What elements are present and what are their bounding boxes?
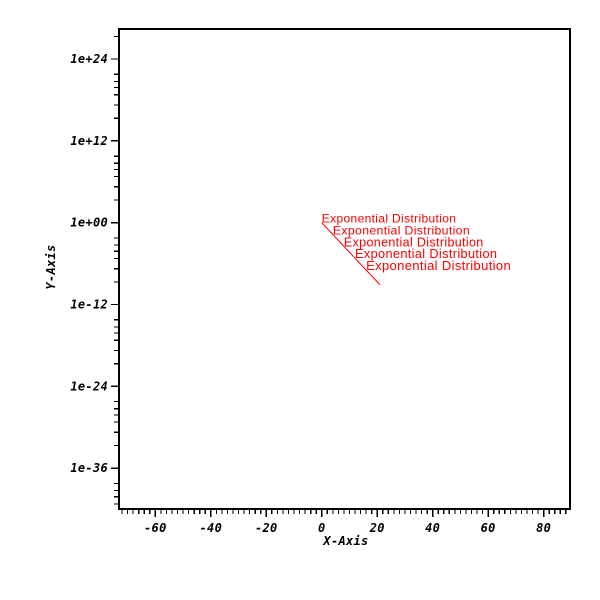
x-tick-label: 60	[481, 521, 496, 535]
annotation-exponential-distribution: Exponential Distribution	[322, 212, 456, 226]
plot-frame	[118, 28, 571, 510]
axis-ticks	[111, 35, 567, 517]
annotation-exponential-distribution: Exponential Distribution	[366, 258, 511, 273]
x-tick-label: 80	[536, 521, 551, 535]
x-tick-label: -60	[144, 521, 167, 535]
annotation-exponential-distribution: Exponential Distribution	[355, 246, 497, 261]
y-tick-label: 1e-12	[70, 297, 108, 311]
annotation-exponential-distribution: Exponential Distribution	[333, 224, 470, 238]
y-tick-label: 1e+24	[70, 52, 108, 66]
y-tick-label: 1e+00	[70, 216, 108, 230]
x-tick-label: 40	[425, 521, 440, 535]
y-tick-label: 1e-36	[70, 461, 108, 475]
axis-tick-labels: 1e+24 1e+12 1e+00 1e-12 1e-24 1e-36 -60 -40 -20 0…	[70, 52, 551, 535]
series-line-exponential	[321, 222, 381, 286]
y-tick-label: 1e+12	[70, 134, 108, 148]
x-tick-label: 0	[318, 521, 326, 535]
x-tick-label: -20	[255, 521, 278, 535]
y-tick-label: 1e-24	[70, 379, 108, 393]
annotation-exponential-distribution: Exponential Distribution	[344, 235, 484, 249]
x-tick-label: -40	[200, 521, 223, 535]
y-axis-title: Y-Axis	[44, 244, 58, 289]
x-tick-label: 20	[369, 521, 385, 535]
series-group	[321, 222, 381, 286]
x-axis-title: X-Axis	[322, 534, 368, 548]
